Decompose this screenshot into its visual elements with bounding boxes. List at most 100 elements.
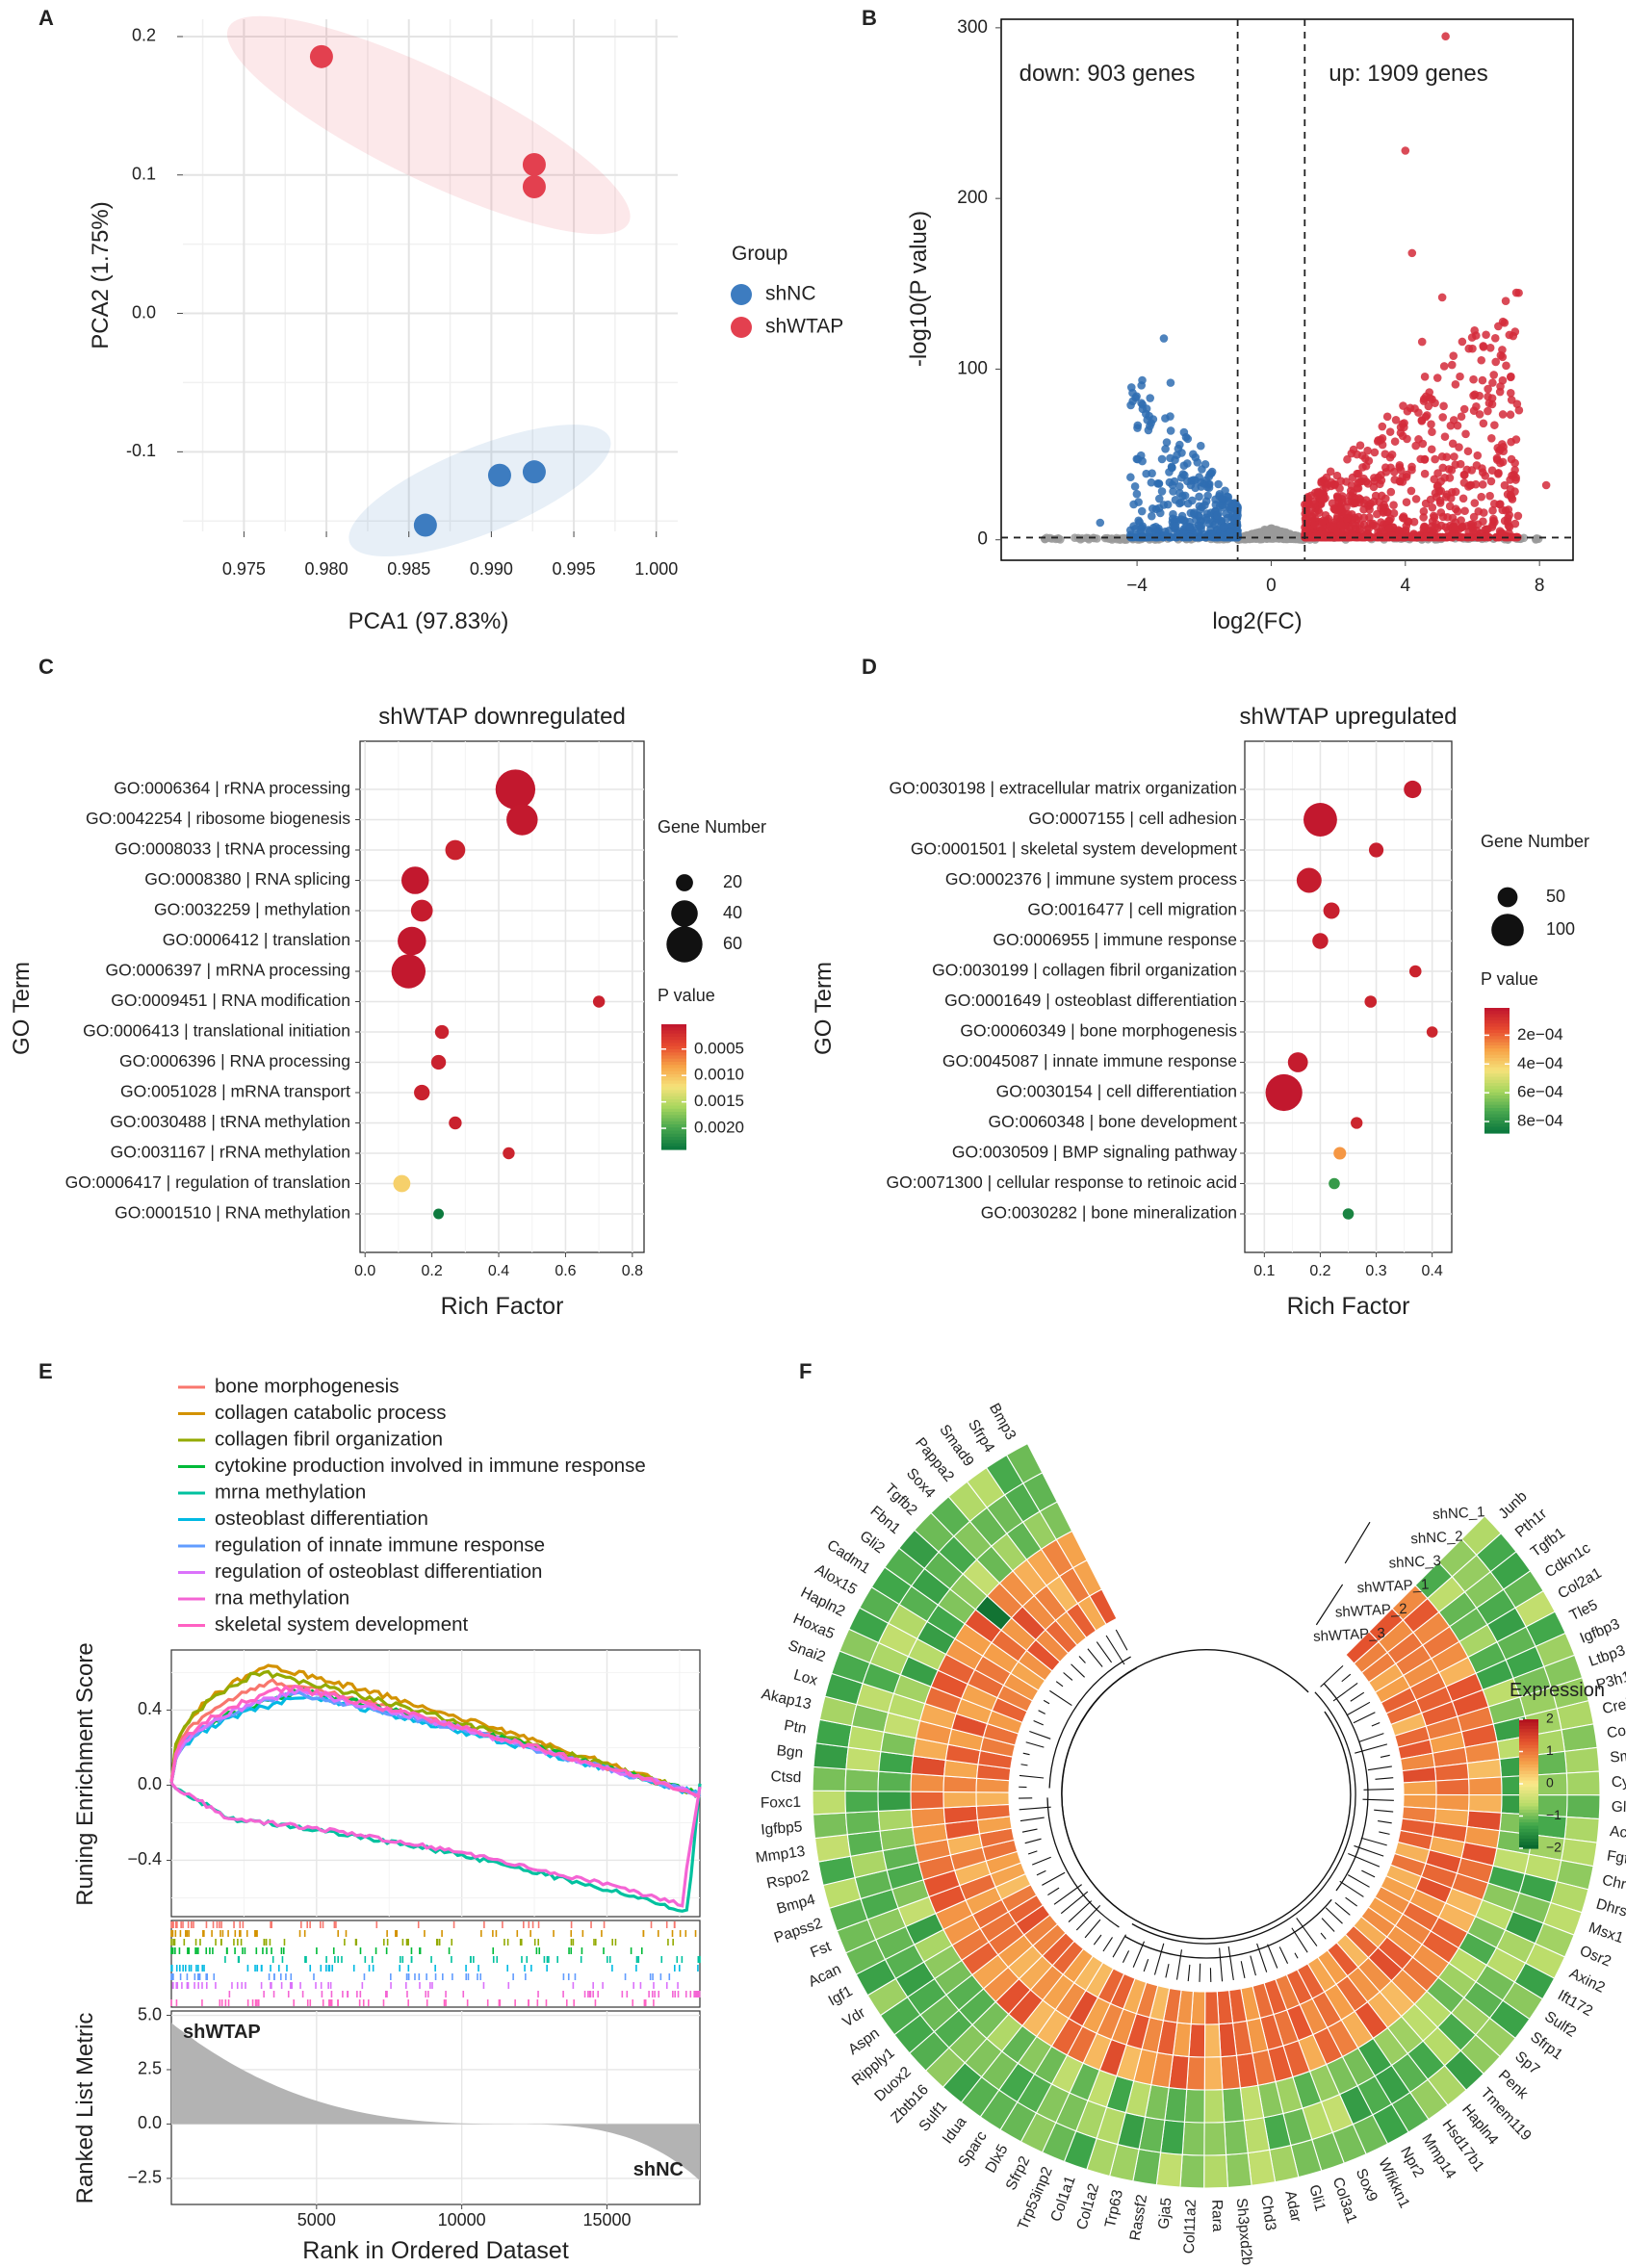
color-legend-step (661, 1108, 686, 1113)
volcano-point (1484, 406, 1492, 416)
volcano-point (1453, 506, 1462, 516)
volcano-point (1206, 529, 1216, 538)
color-legend-step (661, 1112, 686, 1116)
y-tick-label: 300 (957, 17, 988, 38)
heatmap-cell (1403, 1780, 1437, 1796)
volcano-point (1450, 452, 1458, 461)
volcano-point (1446, 421, 1456, 430)
volcano-point (1200, 479, 1208, 488)
gene-label: Ctsd (770, 1768, 802, 1786)
heatmap-cell (910, 1772, 945, 1792)
dendrogram-branch (1379, 1831, 1390, 1835)
heatmap-cell (1434, 1793, 1470, 1812)
gene-label: Igfbp3 (1578, 1616, 1622, 1647)
volcano-point (1427, 445, 1436, 454)
gene-label: Adar (1281, 2189, 1303, 2224)
dendrogram-branch (1341, 1673, 1352, 1683)
go-dot (400, 866, 429, 894)
color-legend-step (1484, 1108, 1510, 1112)
volcano-point (1332, 527, 1342, 536)
volcano-point (1470, 499, 1480, 507)
dendrogram-branch (1267, 1944, 1278, 1969)
gene-label: Bgn (776, 1742, 804, 1762)
heatmap-legend-step (1519, 1725, 1538, 1730)
volcano-point (1445, 502, 1455, 511)
dendrogram-branch (1042, 1871, 1066, 1886)
volcano-point (1427, 420, 1435, 428)
volcano-point (1190, 508, 1199, 517)
dendrogram-branch (1022, 1752, 1030, 1756)
x-tick-label: −4 (1126, 576, 1148, 596)
gene-label: Chrd (1601, 1872, 1626, 1895)
gene-label: Mmp13 (755, 1843, 807, 1867)
go-dot (495, 769, 536, 810)
color-legend-step (1484, 1023, 1510, 1028)
gene-label: Dlx5 (983, 2142, 1012, 2176)
dendrogram-branch (1227, 1946, 1234, 1981)
dendrogram-branch (1350, 1691, 1365, 1702)
x-axis-title: log2(FC) (1212, 608, 1302, 634)
volcano-point (1399, 512, 1408, 521)
dendrogram-branch (1055, 1681, 1064, 1688)
volcano-point (1449, 351, 1458, 360)
pca-point-shwtap (309, 44, 333, 68)
volcano-point (1128, 532, 1138, 542)
gene-label: Sox9 (1353, 2166, 1381, 2204)
volcano-point (1478, 480, 1487, 489)
dendrogram-branch (1063, 1672, 1073, 1681)
volcano-point (1333, 493, 1342, 502)
color-legend-step (661, 1093, 686, 1097)
color-legend-step (1484, 1101, 1510, 1106)
dendrogram-root (1061, 1649, 1352, 1940)
go-dot (1404, 780, 1422, 799)
volcano-point (1132, 489, 1142, 499)
dendrogram-branch (1033, 1719, 1044, 1726)
y-tick-label: 0.0 (132, 302, 156, 322)
volcano-point (1155, 508, 1165, 518)
gene-label: Hoxa5 (790, 1611, 837, 1642)
color-legend-step (1484, 1086, 1510, 1091)
x-axis-title: Rank in Ordered Dataset (302, 2237, 569, 2264)
volcano-point (1130, 482, 1140, 491)
volcano-point (1457, 412, 1466, 422)
go-dot (398, 926, 426, 956)
volcano-point (1418, 439, 1428, 449)
dendrogram-branch (1320, 1664, 1344, 1688)
volcano-point (1096, 518, 1105, 528)
volcano-point (1217, 494, 1226, 503)
x-tick-label: 0.0 (354, 1263, 375, 1279)
volcano-point (1491, 532, 1501, 542)
x-axis-title: Rich Factor (441, 1293, 564, 1320)
volcano-point (1163, 500, 1173, 509)
volcano-point (1472, 402, 1481, 411)
color-legend-step (1484, 1029, 1510, 1034)
go-term-label: GO:0030509 | BMP signaling pathway (952, 1143, 1237, 1162)
volcano-point (1386, 463, 1395, 473)
dendrogram-branch (1367, 1765, 1392, 1771)
heatmap-legend-step (1519, 1744, 1538, 1749)
volcano-point (1169, 487, 1177, 496)
size-legend-label: 20 (723, 872, 742, 891)
volcano-point (1478, 375, 1487, 385)
go-term-label: GO:0001501 | skeletal system development (911, 839, 1237, 859)
go-dot (433, 1208, 445, 1220)
go-term-label: GO:0030199 | collagen fibril organizatio… (932, 961, 1237, 980)
volcano-point (1511, 435, 1521, 444)
color-legend-tick-label: 0.0020 (694, 1119, 744, 1137)
volcano-point (1370, 448, 1380, 457)
heatmap-legend-step (1519, 1832, 1538, 1837)
x-tick-label: 0.975 (222, 559, 266, 579)
go-dot (445, 839, 466, 861)
color-legend-step (1484, 1058, 1510, 1062)
volcano-point (1382, 507, 1392, 517)
color-legend-title: P value (658, 986, 715, 1005)
gene-label: Npr2 (1397, 2144, 1427, 2180)
volcano-point (1411, 441, 1420, 451)
plot-background (183, 19, 678, 531)
go-term-label: GO:0042254 | ribosome biogenesis (86, 809, 350, 828)
volcano-point (1468, 344, 1477, 353)
volcano-point (1506, 410, 1515, 420)
pca-point-shnc (487, 463, 511, 487)
color-legend-step (661, 1087, 686, 1091)
legend-label: regulation of innate immune response (215, 1533, 545, 1556)
